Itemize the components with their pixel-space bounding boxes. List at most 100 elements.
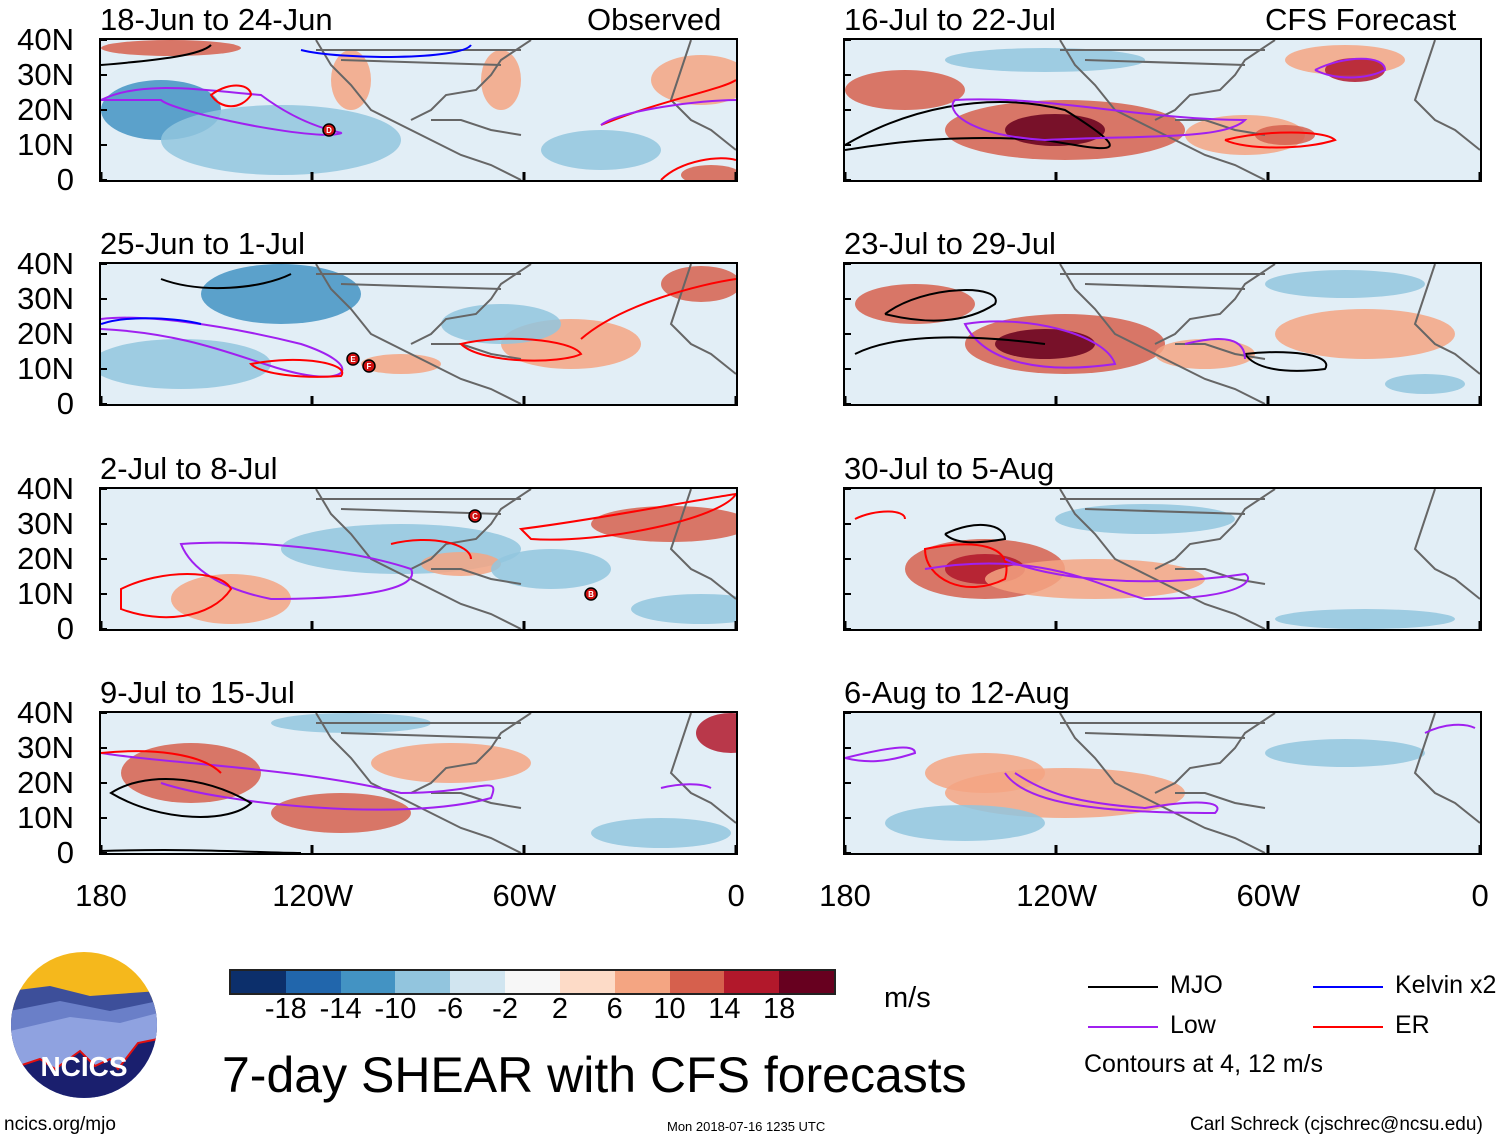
- storm-marker-icon: D: [322, 123, 336, 137]
- panel-title: 18-Jun to 24-Jun: [100, 2, 333, 37]
- wave-contour: [101, 750, 222, 774]
- coastline: [315, 264, 522, 404]
- observed-label: Observed: [587, 2, 722, 37]
- wave-contour: [390, 538, 472, 560]
- x-axis-label: 120W: [272, 878, 354, 913]
- y-axis-label: 0: [56, 835, 74, 870]
- coastline: [1059, 713, 1266, 853]
- wave-contour: [120, 573, 233, 619]
- wave-contour: [101, 752, 495, 811]
- y-axis-label: 30N: [17, 506, 74, 541]
- storm-marker-icon: C: [468, 509, 482, 523]
- x-axis-label: 60W: [492, 878, 557, 913]
- y-axis-label: 40N: [17, 22, 74, 57]
- wave-contour: [600, 79, 736, 126]
- colorbar-label: 10: [653, 993, 686, 1025]
- colorbar-swatch: [559, 971, 616, 993]
- y-axis-label: 30N: [17, 57, 74, 92]
- shear-map-panel: D: [99, 38, 738, 182]
- shear-anomaly-region: [591, 818, 731, 848]
- colorbar-swatch: [450, 971, 507, 993]
- coastline: [410, 264, 532, 345]
- coastline: [1059, 40, 1266, 180]
- panel-title: 2-Jul to 8-Jul: [100, 451, 278, 486]
- wave-contour: [518, 492, 736, 541]
- colorbar-swatch: [669, 971, 726, 993]
- wave-contour: [101, 44, 212, 66]
- coastline: [431, 792, 522, 809]
- wave-contour: [1184, 338, 1246, 360]
- y-axis-label: 20N: [17, 765, 74, 800]
- y-axis-label: 40N: [17, 471, 74, 506]
- coastline: [669, 40, 736, 151]
- wave-contour: [300, 44, 472, 58]
- coastline: [316, 49, 521, 66]
- shear-anomaly-region: [1055, 504, 1235, 534]
- panel-title: 9-Jul to 15-Jul: [100, 675, 295, 710]
- x-axis-label: 0: [727, 878, 745, 913]
- shear-anomaly-region: [1275, 309, 1455, 359]
- shear-anomaly-region: [331, 50, 371, 110]
- storm-letter: D: [326, 126, 332, 135]
- wave-contour: [944, 523, 1007, 544]
- wave-contour: [854, 336, 1046, 355]
- colorbar-swatch: [231, 971, 287, 993]
- shear-anomaly-region: [1155, 339, 1255, 369]
- footer-url[interactable]: ncics.org/mjo: [4, 1114, 116, 1135]
- storm-letter: C: [472, 512, 478, 521]
- y-axis-label: 10N: [17, 800, 74, 835]
- x-axis-label: 60W: [1236, 878, 1301, 913]
- coastline: [315, 40, 522, 180]
- y-axis-label: 40N: [17, 695, 74, 730]
- coastline: [1413, 40, 1480, 151]
- wave-contour: [854, 510, 906, 520]
- colorbar-label: 14: [708, 993, 741, 1025]
- coastline: [1175, 119, 1266, 136]
- wave-contour: [660, 157, 736, 180]
- coastline: [431, 343, 522, 360]
- legend-line: [1313, 1026, 1383, 1028]
- storm-marker-icon: F: [362, 359, 376, 373]
- coastline: [669, 713, 736, 824]
- wave-contour: [1244, 351, 1328, 372]
- wave-contour: [248, 358, 344, 378]
- wave-contour: [963, 320, 1117, 369]
- shear-map-panel: [843, 38, 1482, 182]
- coastline: [410, 40, 532, 121]
- y-axis-label: 40N: [17, 246, 74, 281]
- storm-letter: F: [367, 362, 372, 371]
- coastline: [1175, 343, 1266, 360]
- shear-anomaly-region: [651, 55, 736, 105]
- panel-title: 16-Jul to 22-Jul: [844, 2, 1056, 37]
- coastline: [1154, 264, 1276, 345]
- coastline: [410, 489, 532, 570]
- contours-note: Contours at 4, 12 m/s: [1084, 1050, 1324, 1078]
- coastline: [410, 713, 532, 794]
- footer-credit: Carl Schreck (cjschrec@ncsu.edu): [1190, 1114, 1483, 1135]
- shear-anomaly-region: [541, 130, 661, 170]
- colorbar-label: 18: [763, 993, 796, 1025]
- shear-anomaly-region: [945, 48, 1145, 72]
- shear-anomaly-region: [101, 40, 241, 56]
- storm-marker-icon: E: [346, 352, 360, 366]
- colorbar-label: -10: [374, 993, 417, 1025]
- wave-contour: [845, 101, 1111, 151]
- x-axis-label: 180: [75, 878, 127, 913]
- shear-anomaly-region: [1275, 609, 1455, 629]
- shear-anomaly-region: [121, 743, 261, 803]
- coastline: [316, 722, 521, 739]
- wave-contour: [951, 98, 1248, 142]
- colorbar-units: m/s: [884, 982, 931, 1014]
- colorbar: -18 -14 -10 -6 -2 2 6 10 14 18: [229, 969, 836, 1025]
- colorbar-label: -18: [264, 993, 307, 1025]
- shear-anomaly-region: [1265, 270, 1425, 298]
- coastline: [1060, 273, 1265, 290]
- wave-contour: [160, 273, 292, 290]
- shear-anomaly-region: [491, 549, 611, 589]
- x-axis-label: 0: [1471, 878, 1489, 913]
- coastline: [316, 273, 521, 290]
- shear-anomaly-region: [631, 594, 736, 624]
